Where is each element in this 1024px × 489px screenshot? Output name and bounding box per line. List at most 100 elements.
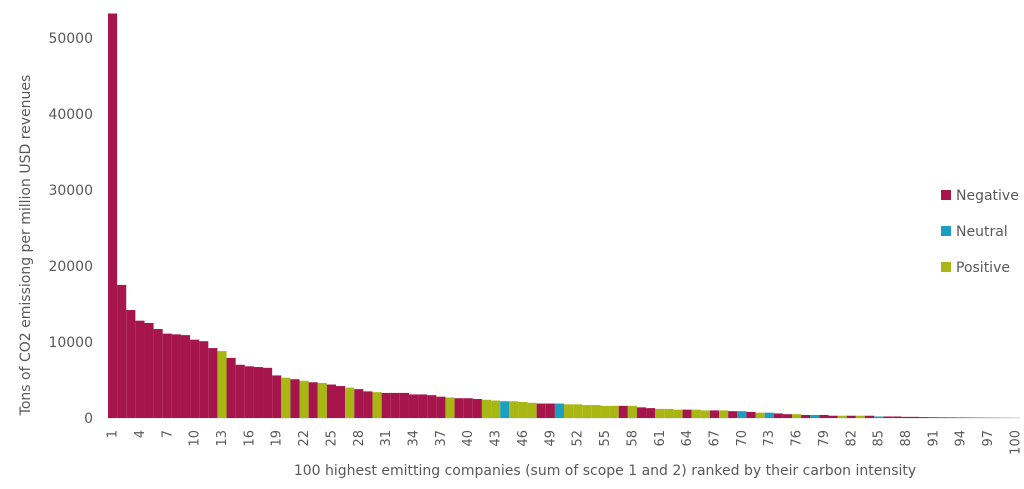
x-tick-label: 85 <box>872 430 887 447</box>
y-tick-label: 30000 <box>48 183 93 199</box>
x-tick-label: 91 <box>926 430 941 447</box>
bar-company-17 <box>253 367 264 418</box>
bar-company-52 <box>573 404 583 418</box>
bar-company-47 <box>527 402 537 418</box>
bar-company-93 <box>947 417 957 418</box>
x-axis-label: 100 highest emitting companies (sum of s… <box>294 463 916 479</box>
bar-company-13 <box>217 351 227 418</box>
bar-company-84 <box>864 415 875 418</box>
bar-company-18 <box>263 367 273 418</box>
bar-company-69 <box>728 411 738 418</box>
bar-company-57 <box>618 405 628 418</box>
x-tick-label: 13 <box>215 430 230 447</box>
bar-company-82 <box>846 415 856 418</box>
x-tick-label: 49 <box>543 430 558 447</box>
bar-company-85 <box>874 416 884 418</box>
bar-company-86 <box>883 416 893 418</box>
x-tick-label: 46 <box>516 430 531 447</box>
bar-company-1 <box>108 13 118 418</box>
bar-company-21 <box>290 379 300 418</box>
bar-company-44 <box>500 401 510 418</box>
bar-company-88 <box>901 416 911 418</box>
bar-company-94 <box>956 417 966 418</box>
legend-swatch-negative <box>941 190 951 200</box>
bar-company-24 <box>317 383 327 418</box>
bar-company-27 <box>345 387 355 418</box>
bar-company-25 <box>326 384 336 418</box>
bar-company-87 <box>892 416 902 418</box>
bar-company-38 <box>445 397 455 418</box>
bar-company-15 <box>235 364 245 418</box>
bar-company-61 <box>655 408 665 418</box>
bar-company-58 <box>627 405 637 418</box>
bar-company-6 <box>153 329 163 418</box>
bar-company-77 <box>801 414 811 418</box>
bar-company-64 <box>682 409 692 418</box>
y-tick-label: 50000 <box>48 31 93 47</box>
bar-company-55 <box>600 405 610 418</box>
bar-company-60 <box>646 408 656 418</box>
legend: Negative Neutral Positive <box>941 188 1019 276</box>
x-tick-label: 70 <box>735 430 750 447</box>
bar-company-2 <box>117 284 127 418</box>
bar-company-31 <box>381 392 391 418</box>
bar-company-48 <box>536 403 546 418</box>
x-tick-label: 79 <box>817 430 832 447</box>
y-tick-label: 20000 <box>48 259 93 275</box>
x-tick-label: 100 <box>1008 430 1023 455</box>
bar-company-51 <box>564 404 574 418</box>
bar-company-56 <box>609 405 619 418</box>
bar-company-71 <box>746 411 756 418</box>
x-tick-label: 37 <box>434 430 449 447</box>
bar-company-43 <box>491 400 501 418</box>
bar-company-91 <box>928 417 938 418</box>
x-tick-label: 73 <box>762 430 777 447</box>
x-tick-label: 31 <box>379 430 394 447</box>
bar-company-63 <box>673 409 683 418</box>
x-tick-label: 10 <box>188 430 203 447</box>
y-axis-ticks: 0 10000 20000 30000 40000 50000 <box>48 31 93 427</box>
x-tick-label: 19 <box>270 430 285 447</box>
bar-company-5 <box>144 322 154 418</box>
legend-item-positive: Positive <box>941 260 1010 276</box>
x-tick-label: 64 <box>680 430 695 447</box>
bar-company-83 <box>855 415 865 418</box>
bar-company-67 <box>709 410 720 418</box>
bar-company-78 <box>810 414 820 418</box>
bar-company-72 <box>755 412 765 418</box>
bar-company-35 <box>418 394 428 418</box>
x-tick-label: 67 <box>707 430 722 447</box>
bar-company-73 <box>764 412 774 418</box>
bar-company-53 <box>582 405 592 418</box>
bar-company-26 <box>336 386 346 418</box>
bar-company-34 <box>408 394 419 418</box>
bar-company-22 <box>299 380 309 418</box>
x-tick-label: 4 <box>133 430 148 438</box>
x-axis-ticks: 1 4 7 10 13 16 19 22 25 28 31 34 37 40 43 46 49 52 55 58 61 6… <box>106 430 1024 455</box>
y-tick-label: 0 <box>84 411 93 427</box>
legend-label-neutral: Neutral <box>956 224 1008 240</box>
bar-company-45 <box>509 401 519 418</box>
x-tick-label: 7 <box>160 430 175 438</box>
bar-company-23 <box>308 382 318 418</box>
bar-company-41 <box>472 398 482 418</box>
bar-company-20 <box>281 377 291 418</box>
y-tick-label: 40000 <box>48 107 93 123</box>
x-tick-label: 25 <box>324 430 339 447</box>
bar-company-59 <box>636 407 647 418</box>
bar-company-14 <box>226 357 236 418</box>
x-tick-label: 88 <box>899 430 914 447</box>
bar-company-70 <box>737 411 747 418</box>
legend-swatch-neutral <box>941 226 951 236</box>
legend-label-positive: Positive <box>956 260 1010 276</box>
x-tick-label: 34 <box>407 430 422 447</box>
x-tick-label: 16 <box>242 430 257 447</box>
bar-company-37 <box>436 396 446 418</box>
x-tick-label: 61 <box>653 430 668 447</box>
bar-company-81 <box>837 415 847 418</box>
bar-company-79 <box>819 414 829 418</box>
bar-company-7 <box>162 333 172 418</box>
bar-company-32 <box>390 392 400 418</box>
bar-company-36 <box>427 395 437 418</box>
